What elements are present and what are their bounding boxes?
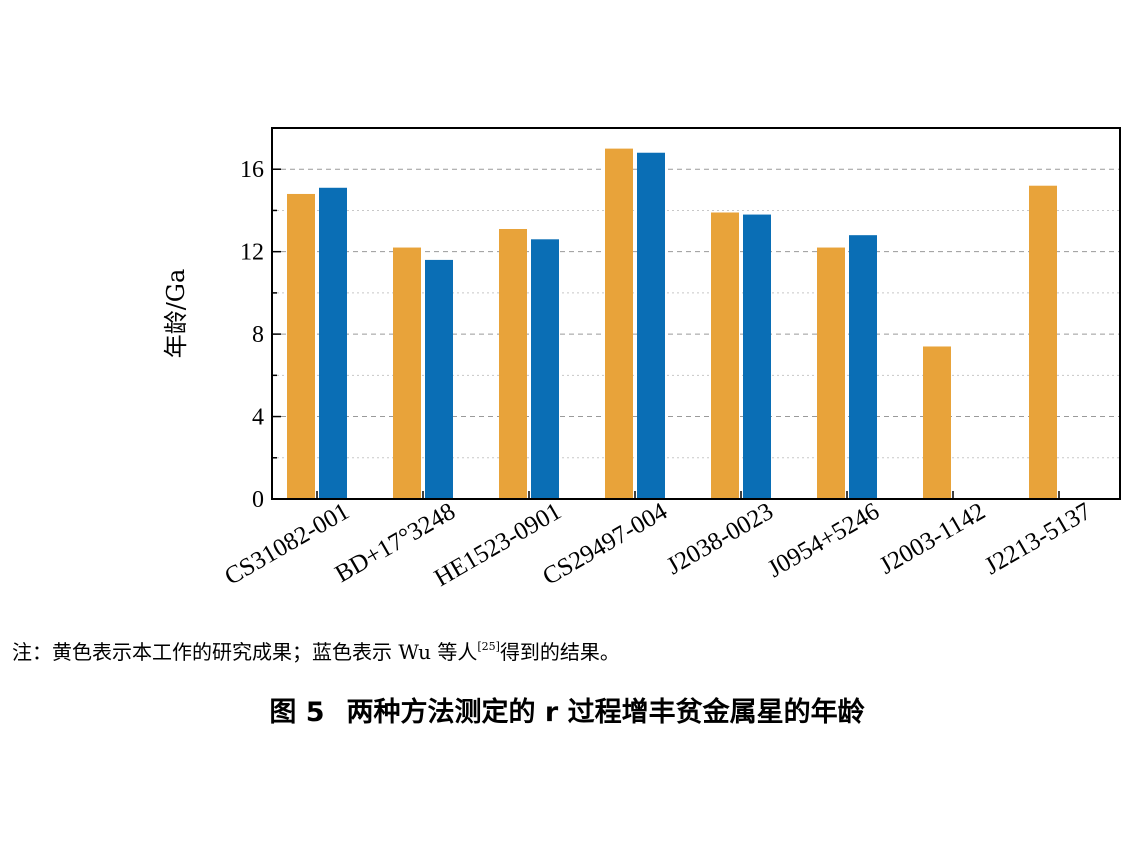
bar-wu-4 (637, 152, 665, 499)
bar-wu-2 (425, 259, 453, 499)
figure-note: 注：黄色表示本工作的研究成果；蓝色表示 Wu 等人[25]得到的结果。 (12, 636, 620, 665)
x-tick-label: J2213-5137 (980, 498, 1096, 580)
x-tick-label: J0954+5246 (763, 498, 884, 583)
bar-this-work-1 (287, 193, 315, 499)
bar-this-work-6 (817, 247, 845, 499)
y-tick-label: 4 (252, 405, 264, 431)
figure-caption: 图 5 两种方法测定的 r 过程增丰贫金属星的年龄 (0, 690, 1134, 729)
x-axis: CS31082-001BD+17°3248HE1523-0901CS29497-… (220, 491, 1096, 592)
bar-this-work-7 (923, 346, 951, 499)
figure-number: 图 5 (269, 697, 325, 728)
note-reference: [25] (477, 640, 500, 653)
y-axis-label: 年龄/Ga (162, 269, 190, 359)
x-tick-label: J2003-1142 (875, 498, 990, 580)
bar-wu-1 (319, 187, 347, 499)
note-text-after: 得到的结果。 (499, 640, 620, 664)
y-axis: 0 4 8 12 16 (240, 157, 281, 513)
bar-this-work-5 (711, 212, 739, 499)
bars (287, 148, 1057, 500)
bar-this-work-8 (1029, 185, 1057, 499)
bar-this-work-2 (393, 247, 421, 499)
x-tick-label: CS31082-001 (220, 498, 354, 591)
bar-this-work-3 (499, 228, 527, 499)
bar-wu-3 (531, 239, 559, 500)
y-tick-label: 0 (252, 487, 264, 513)
x-tick-label: J2038-0023 (662, 498, 778, 580)
bar-wu-5 (743, 214, 771, 500)
plot-frame (271, 127, 1121, 500)
bar-wu-6 (849, 235, 877, 499)
grid-lines (272, 168, 1120, 459)
note-text-before: 注：黄色表示本工作的研究成果；蓝色表示 Wu 等人 (12, 640, 478, 664)
y-tick-label: 16 (240, 157, 264, 183)
bar-chart: 0 4 8 12 16 CS31082-001BD+17°3248HE1523-0901… (162, 127, 1121, 592)
y-tick-label: 12 (240, 240, 264, 266)
y-tick-label: 8 (252, 322, 264, 348)
caption-text: 两种方法测定的 r 过程增丰贫金属星的年龄 (346, 697, 865, 728)
bar-this-work-4 (605, 148, 633, 499)
